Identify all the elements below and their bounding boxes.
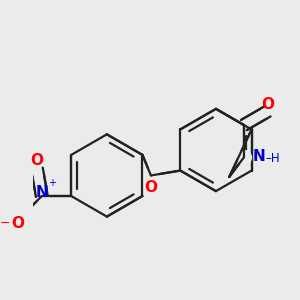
Text: O: O [11,216,24,231]
Text: O: O [30,153,44,168]
Text: N: N [253,149,266,164]
Text: O: O [261,97,274,112]
Text: O: O [144,180,158,195]
Text: –H: –H [266,152,280,165]
Text: −: − [0,217,10,230]
Text: N: N [35,184,48,200]
Text: +: + [48,178,56,188]
